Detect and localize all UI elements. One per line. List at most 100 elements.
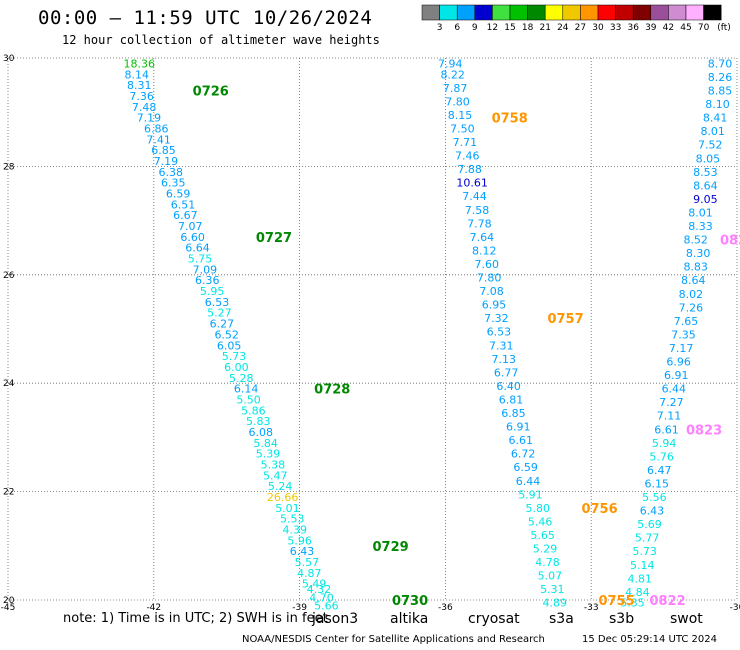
wave-height-label: 4.81 (628, 572, 653, 585)
pass-time-label: 0730 (392, 594, 428, 609)
wave-height-label: 6.53 (487, 326, 512, 339)
wave-height-label: 6.14 (234, 383, 259, 396)
x-tick-label: -42 (146, 603, 161, 613)
wave-height-label: 5.77 (635, 532, 660, 545)
wave-height-label: 8.01 (688, 206, 713, 219)
wave-height-label: 7.50 (450, 122, 475, 135)
wave-height-label: 7.87 (443, 82, 468, 95)
wave-height-label: 5.39 (256, 448, 281, 461)
wave-height-label: 7.32 (484, 312, 509, 325)
wave-height-label: 5.91 (518, 488, 543, 501)
plot-area: -45-42-39-36-33-3020222426283018.368.148… (1, 54, 740, 613)
wave-height-label: 7.48 (132, 101, 157, 114)
wave-height-label: 7.80 (445, 95, 470, 108)
legend-label: 21 (539, 23, 550, 33)
wave-height-label: 5.73 (222, 350, 247, 363)
color-legend: 3 6 9 12 15 18 21 24 27 30 33 36 39 42 45 70 (ft) (421, 4, 731, 33)
wave-height-label: 6.91 (506, 421, 531, 434)
satellite-label-s3a: s3a (549, 611, 574, 627)
wave-height-label: 8.10 (705, 98, 730, 111)
wave-height-label: 6.91 (664, 369, 689, 382)
wave-height-label: 6.52 (214, 328, 239, 341)
wave-height-label: 6.59 (166, 188, 191, 201)
wave-height-label: 6.67 (173, 209, 198, 222)
wave-height-label: 4.39 (282, 524, 307, 537)
wave-height-label: 18.36 (123, 57, 155, 70)
wave-height-label: 7.13 (491, 353, 516, 366)
wave-height-label: 5.49 (302, 578, 327, 591)
wave-height-label: 5.94 (652, 437, 677, 450)
pass-time-label: 0726 (193, 85, 229, 100)
wave-height-label: 8.33 (688, 220, 713, 233)
satellite-label-jason3: jason3 (312, 611, 359, 627)
wave-height-label: 7.36 (129, 90, 154, 103)
legend-label: 30 (592, 23, 604, 33)
x-tick-label: -39 (292, 603, 307, 613)
wave-height-label: 6.05 (217, 339, 242, 352)
wave-height-label: 5.27 (207, 307, 232, 320)
wave-height-label: 7.46 (455, 150, 480, 163)
wave-height-label: 7.31 (489, 339, 514, 352)
chart-title: 00:00 – 11:59 UTC 10/26/2024 (38, 7, 373, 29)
wave-height-label: 7.65 (674, 315, 699, 328)
wave-height-label: 5.50 (236, 393, 261, 406)
wave-height-label: 26.66 (267, 491, 299, 504)
wave-height-label: 5.73 (632, 545, 657, 558)
wave-height-label: 7.11 (657, 410, 682, 423)
y-tick-label: 26 (3, 271, 15, 281)
wave-height-label: 5.53 (280, 513, 305, 526)
legend-label: 42 (663, 23, 674, 33)
wave-height-label: 6.85 (501, 407, 526, 420)
wave-height-label: 8.30 (686, 247, 711, 260)
wave-height-label: 6.60 (180, 231, 205, 244)
wave-height-label: 6.81 (499, 393, 524, 406)
pass-time-label: 0758 (492, 112, 528, 127)
pass-time-label: 0728 (314, 383, 350, 398)
wave-height-label: 5.47 (263, 469, 288, 482)
x-tick-label: -45 (1, 603, 16, 613)
wave-height-label: 8.02 (679, 288, 704, 301)
wave-height-label: 5.96 (287, 534, 312, 547)
wave-height-label: 7.52 (698, 139, 723, 152)
wave-height-label: 6.95 (482, 299, 507, 312)
satellite-label-cryosat: cryosat (468, 611, 520, 627)
note-text: note: 1) Time is in UTC; 2) SWH is in fe… (63, 611, 328, 626)
legend-label: 18 (522, 23, 534, 33)
wave-height-label: 5.69 (637, 518, 662, 531)
wave-height-label: 7.88 (457, 163, 482, 176)
wave-height-label: 7.58 (465, 204, 490, 217)
wave-height-label: 6.27 (210, 318, 235, 331)
wave-height-label: 5.01 (275, 502, 300, 515)
wave-height-label: 5.07 (538, 570, 563, 583)
legend-label: 33 (610, 23, 621, 33)
legend-label: 36 (627, 23, 639, 33)
wave-height-label: 6.61 (508, 434, 533, 447)
wave-height-label: 10.61 (456, 177, 488, 190)
legend-label: 15 (504, 23, 515, 33)
wave-height-label: 8.41 (703, 112, 728, 125)
wave-height-label: 7.71 (453, 136, 478, 149)
x-tick-label: -30 (730, 603, 740, 613)
wave-height-label: 5.14 (630, 559, 655, 572)
pass-time-label: 0727 (256, 231, 292, 246)
wave-height-label: 5.76 (649, 450, 674, 463)
wave-height-label: 6.47 (647, 464, 672, 477)
wave-height-label: 6.59 (513, 461, 538, 474)
wave-height-label: 4.70 (309, 591, 334, 604)
pass-time-label: 0824 (720, 234, 740, 249)
wave-height-label: 7.78 (467, 217, 492, 230)
satellite-label-swot: swot (670, 611, 703, 627)
wave-height-label: 6.51 (171, 198, 196, 211)
wave-height-label: 7.08 (479, 285, 504, 298)
wave-height-label: 7.35 (671, 328, 696, 341)
wave-height-label: 5.83 (246, 415, 271, 428)
wave-height-label: 5.80 (525, 502, 550, 515)
wave-height-label: 5.38 (261, 459, 286, 472)
wave-height-label: 4.89 (543, 597, 568, 610)
wave-height-label: 6.61 (654, 423, 679, 436)
wave-height-label: 5.57 (295, 556, 320, 569)
wave-height-label: 4.78 (535, 556, 560, 569)
x-tick-label: -36 (438, 603, 453, 613)
pass-time-label: 0755 (598, 594, 634, 609)
legend-label: 27 (575, 23, 586, 33)
